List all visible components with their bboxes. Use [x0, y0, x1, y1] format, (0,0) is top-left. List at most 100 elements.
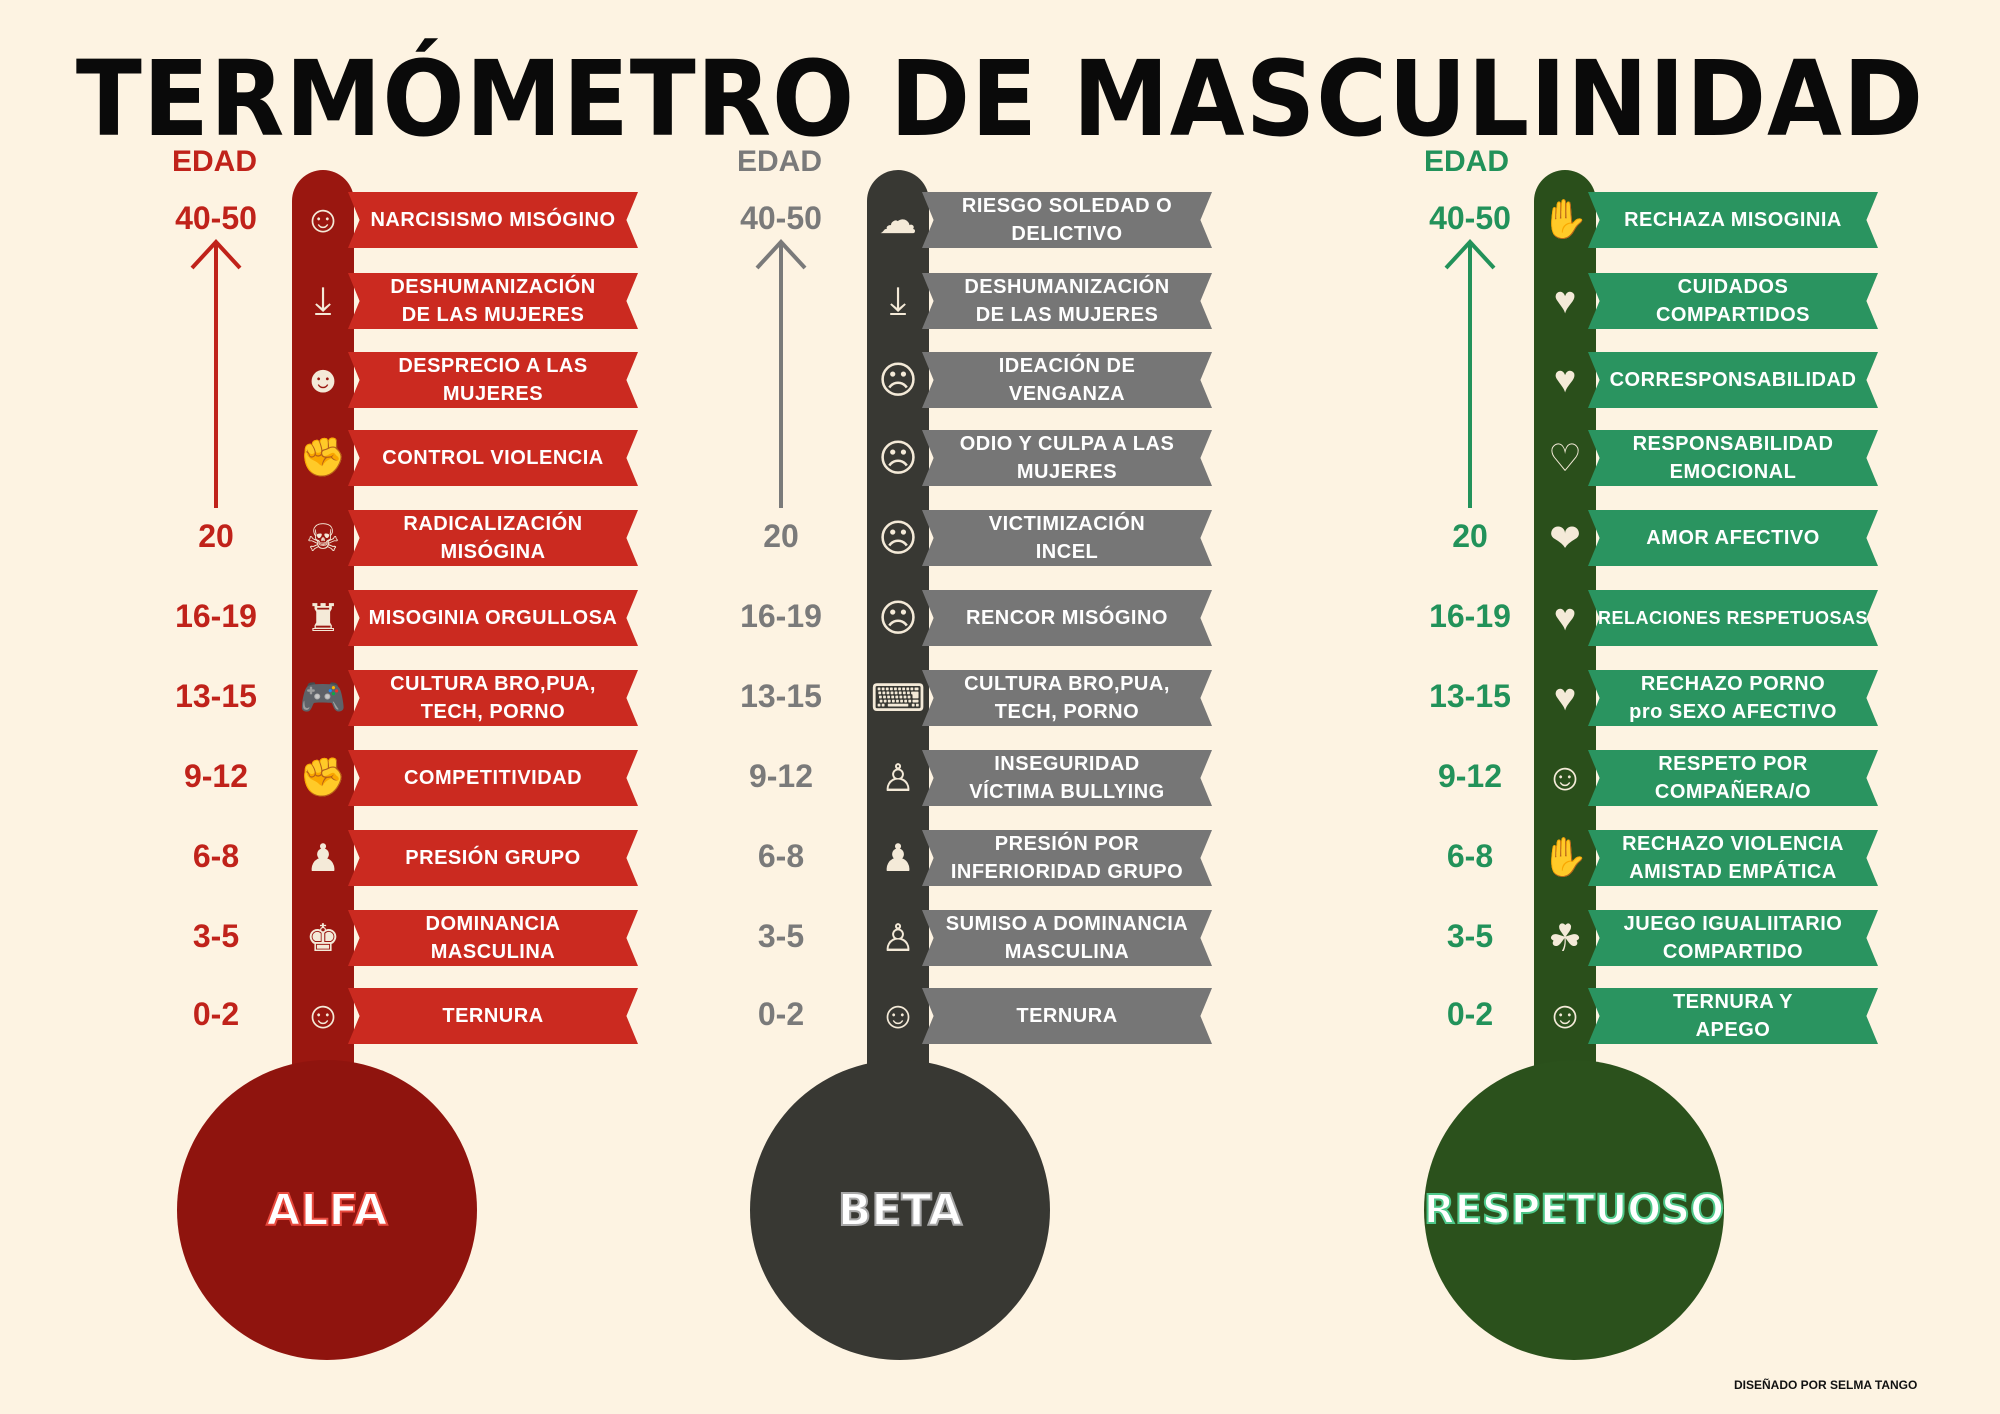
- couple-heart-icon: ♥: [1553, 596, 1577, 639]
- age-label: 40-50: [740, 200, 822, 236]
- stage-text: RELACIONES RESPETUOSAS: [1597, 608, 1869, 628]
- heart-hand-icon: ♡: [1547, 437, 1583, 480]
- stage-banner: COMPETITIVIDAD: [348, 750, 638, 806]
- stage-text: AMOR AFECTIVO: [1646, 527, 1820, 549]
- stage-text: IDEACIÓN DE VENGANZA: [998, 355, 1136, 405]
- stage-banner: DOMINANCIA MASCULINA: [348, 910, 638, 966]
- friends-icon: ☺: [1545, 756, 1585, 799]
- age-label: 16-19: [740, 598, 822, 634]
- stage-text: RESPONSABILIDAD EMOCIONAL: [1632, 433, 1834, 483]
- thermometer-tube: [867, 170, 929, 1120]
- stage-banner: RESPETO POR COMPAÑERA/O: [1588, 750, 1878, 806]
- stage-text: DESHUMANIZACIÓN DE LAS MUJERES: [964, 276, 1170, 326]
- stage-text: TERNURA: [1016, 1005, 1118, 1027]
- no-violence-icon: ✋: [1541, 837, 1589, 879]
- stage-text: MISOGINIA ORGULLOSA: [368, 607, 618, 629]
- stage-text: VICTIMIZACIÓN INCEL: [988, 513, 1146, 563]
- stage-banner: DESPRECIO A LAS MUJERES: [348, 352, 638, 408]
- stage-text: ODIO Y CULPA A LAS MUJERES: [959, 433, 1175, 483]
- bulb-label: BETA: [837, 1184, 963, 1237]
- stage-text: DESHUMANIZACIÓN DE LAS MUJERES: [390, 276, 596, 326]
- credit-text: DISEÑADO POR SELMA TANGO: [1734, 1378, 1918, 1392]
- stage-banner: RENCOR MISÓGINO: [922, 590, 1212, 646]
- falling-woman-icon: ⤓: [889, 279, 907, 322]
- age-label: 0-2: [192, 996, 240, 1032]
- embracing-couple-icon: ♥: [1553, 676, 1577, 719]
- stage-banner: RESPONSABILIDAD EMOCIONAL: [1588, 430, 1878, 486]
- age-arrow-up-icon: [190, 239, 242, 508]
- falling-woman-icon: ⤓: [314, 279, 332, 322]
- stage-banner: TERNURA: [348, 988, 638, 1044]
- stage-banner: IDEACIÓN DE VENGANZA: [922, 352, 1212, 408]
- stage-text: PRESIÓN POR INFERIORIDAD GRUPO: [950, 833, 1184, 883]
- stage-text: RECHAZA MISOGINIA: [1624, 209, 1842, 231]
- age-label: 40-50: [175, 200, 257, 236]
- stage-text: DESPRECIO A LAS MUJERES: [398, 355, 588, 405]
- stage-text: PRESIÓN GRUPO: [405, 847, 581, 869]
- family-icon: ♥: [1553, 358, 1577, 401]
- age-label: 6-8: [1446, 838, 1494, 874]
- bullied-child-icon: ♙: [880, 757, 916, 800]
- baby-face-icon: ☺: [878, 994, 918, 1037]
- stage-banner: VICTIMIZACIÓN INCEL: [922, 510, 1212, 566]
- stage-banner: RIESGO SOLEDAD O DELICTIVO: [922, 192, 1212, 248]
- lonely-man-icon: ☁: [879, 199, 917, 242]
- stage-text: JUEGO IGUALIITARIO COMPARTIDO: [1623, 913, 1843, 963]
- edad-header: EDAD: [172, 145, 258, 178]
- stage-text: RADICALIZACIÓN MISÓGINA: [403, 513, 583, 563]
- bulb-label: ALFA: [265, 1184, 388, 1237]
- stage-banner: CULTURA BRO,PUA, TECH, PORNO: [922, 670, 1212, 726]
- computer-user-icon: ⌨: [870, 677, 926, 720]
- angry-face-icon: ☹: [878, 437, 918, 480]
- stage-banner: MISOGINIA ORGULLOSA: [348, 590, 638, 646]
- horned-face-icon: ☻: [303, 358, 343, 401]
- stage-text: TERNURA: [442, 1005, 544, 1027]
- age-label: 16-19: [1429, 598, 1511, 634]
- stage-banner: NARCISISMO MISÓGINO: [348, 192, 638, 248]
- sad-man-icon: ☹: [878, 517, 918, 560]
- stage-banner: RECHAZA MISOGINIA: [1588, 192, 1878, 248]
- age-label: 20: [1452, 518, 1488, 554]
- thermometer-bulb: RESPETUOSO: [1423, 1060, 1725, 1360]
- age-label: 3-5: [192, 918, 240, 954]
- page-title: TERMÓMETRO DE MASCULINIDAD: [75, 38, 1925, 160]
- stage-banner: INSEGURIDAD VÍCTIMA BULLYING: [922, 750, 1212, 806]
- age-label: 13-15: [1429, 678, 1511, 714]
- submissive-child-icon: ♙: [880, 917, 916, 960]
- heart-hands-icon: ❤: [1549, 517, 1581, 560]
- stage-banner: PRESIÓN GRUPO: [348, 830, 638, 886]
- bulb-label: RESPETUOSO: [1423, 1186, 1725, 1234]
- stage-text: SUMISO A DOMINANCIA MASCULINA: [945, 913, 1189, 963]
- age-label: 9-12: [183, 758, 249, 794]
- stage-banner: SUMISO A DOMINANCIA MASCULINA: [922, 910, 1212, 966]
- stage-banner: DESHUMANIZACIÓN DE LAS MUJERES: [348, 273, 638, 329]
- stage-banner: PRESIÓN POR INFERIORIDAD GRUPO: [922, 830, 1212, 886]
- edad-header: EDAD: [737, 145, 823, 178]
- gamepad-icon: 🎮: [299, 677, 347, 719]
- stage-text: CULTURA BRO,PUA, TECH, PORNO: [390, 673, 596, 723]
- age-arrow-up-icon: [755, 239, 807, 508]
- thermometer-bulb: ALFA: [177, 1060, 477, 1360]
- age-arrow-up-icon: [1444, 239, 1496, 508]
- stage-text: NARCISISMO MISÓGINO: [370, 209, 616, 231]
- age-label: 40-50: [1429, 200, 1511, 236]
- thermometer-bulb: BETA: [750, 1060, 1050, 1360]
- stage-text: TERNURA Y APEGO: [1672, 991, 1794, 1041]
- mother-baby-icon: ☺: [1545, 994, 1585, 1037]
- stage-text: CORRESPONSABILIDAD: [1609, 369, 1857, 391]
- age-label: 13-15: [175, 678, 257, 714]
- stage-banner: ODIO Y CULPA A LAS MUJERES: [922, 430, 1212, 486]
- couple-hug-icon: ♥: [1553, 279, 1577, 322]
- stage-text: RESPETO POR COMPAÑERA/O: [1654, 753, 1812, 803]
- age-label: 16-19: [175, 598, 257, 634]
- stage-text: CULTURA BRO,PUA, TECH, PORNO: [964, 673, 1170, 723]
- age-label: 20: [198, 518, 234, 554]
- age-label: 3-5: [1446, 918, 1494, 954]
- fight-icon: ✊: [299, 437, 347, 479]
- podium-man-icon: ♜: [305, 597, 341, 640]
- stage-banner: JUEGO IGUALIITARIO COMPARTIDO: [1588, 910, 1878, 966]
- kids-playing-icon: ☘: [1547, 917, 1583, 960]
- stage-banner: RECHAZO VIOLENCIA AMISTAD EMPÁTICA: [1588, 830, 1878, 886]
- stage-banner: CORRESPONSABILIDAD: [1588, 352, 1878, 408]
- masked-gunman-icon: ☠: [305, 517, 341, 560]
